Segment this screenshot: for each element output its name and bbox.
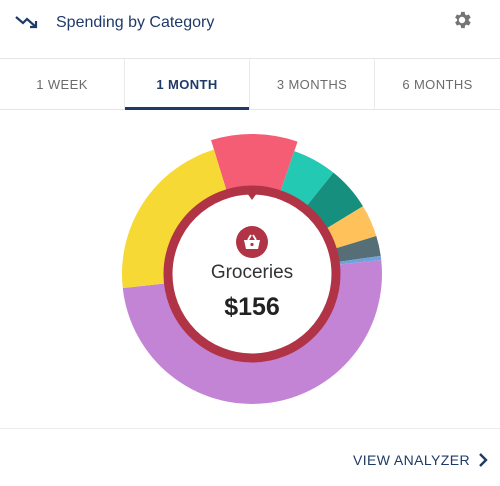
donut-segment[interactable] [211, 134, 298, 191]
donut-segment[interactable] [122, 259, 382, 404]
selection-pointer [242, 186, 262, 200]
donut-segment[interactable] [307, 172, 363, 229]
tab-1-month[interactable]: 1 MONTH [125, 59, 250, 110]
shopping-basket-icon [236, 226, 268, 258]
donut-segment[interactable] [336, 235, 381, 262]
view-analyzer-link[interactable]: VIEW ANALYZER [353, 452, 488, 468]
gear-icon[interactable] [451, 9, 473, 31]
selected-category-label: Groceries [210, 262, 294, 283]
tab-1-week[interactable]: 1 WEEK [0, 59, 125, 109]
tab-6-months[interactable]: 6 MONTHS [402, 76, 473, 92]
category-donut-chart [0, 112, 500, 428]
selected-category-amount: $156 [224, 293, 280, 321]
card-header: Spending by Category [0, 0, 500, 52]
period-tabs: 1 WEEK 1 MONTH 3 MONTHS 6 MONTHS [0, 58, 500, 110]
card-title: Spending by Category [56, 14, 215, 31]
tab-3-months[interactable]: 3 MONTHS [250, 59, 375, 109]
view-analyzer-label: VIEW ANALYZER [353, 452, 470, 468]
donut-segment[interactable] [339, 255, 382, 265]
footer-divider [0, 428, 500, 429]
donut-svg [122, 134, 382, 404]
donut-segment[interactable] [122, 149, 227, 289]
donut-segment[interactable] [327, 206, 377, 249]
trending-down-icon [15, 16, 38, 29]
chevron-right-icon [479, 453, 488, 467]
donut-segment[interactable] [280, 151, 334, 206]
